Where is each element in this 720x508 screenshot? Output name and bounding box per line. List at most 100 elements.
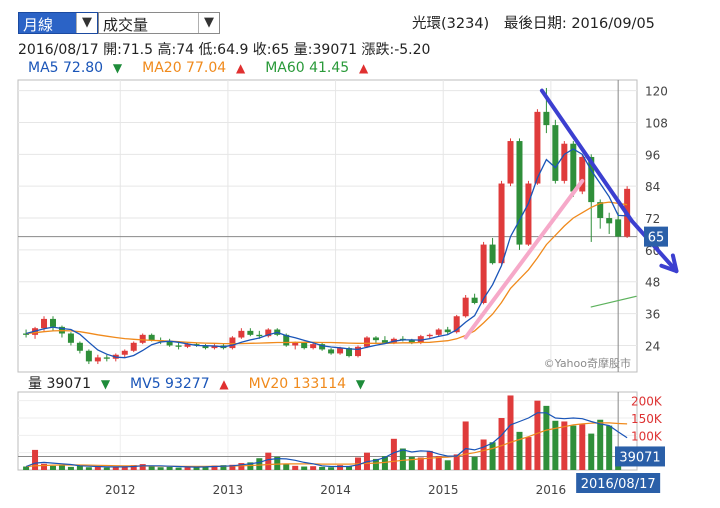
- volume-bar: [444, 460, 451, 470]
- volume-bar: [498, 418, 505, 470]
- volume-bar: [85, 467, 92, 470]
- indicator-select[interactable]: 成交量 ▼: [98, 12, 220, 34]
- candle-body: [85, 350, 92, 362]
- volume-bar: [408, 456, 415, 470]
- down-arrow-icon: ▼: [109, 61, 123, 75]
- volume-bar: [202, 466, 209, 470]
- candle-body: [498, 183, 505, 264]
- candle-body: [175, 345, 182, 347]
- volume-bar: [507, 395, 514, 470]
- candle-body: [435, 329, 442, 335]
- candle-body: [166, 341, 173, 346]
- current-price-label: 65: [648, 231, 665, 246]
- volume-legend-item: MV5 93277 ▲: [130, 376, 235, 392]
- stock-title: 光環(3234) 最後日期: 2016/09/05: [412, 12, 655, 33]
- candle-body: [381, 340, 388, 343]
- candle-body: [516, 141, 523, 245]
- ma-legend-item: MA20 77.04 ▲: [142, 60, 251, 76]
- ma-legend: MA5 72.80 ▼ MA20 77.04 ▲ MA60 41.45 ▲: [28, 60, 388, 76]
- ma-legend-label: MA5 72.80: [28, 60, 104, 76]
- volume-bar: [76, 465, 83, 470]
- price-tick-label: 96: [645, 148, 660, 162]
- candle-body: [471, 297, 478, 303]
- volume-bar: [570, 425, 577, 470]
- volume-bar: [346, 466, 353, 470]
- candle-body: [462, 297, 469, 317]
- volume-bar: [193, 466, 200, 470]
- volume-bar: [337, 465, 344, 470]
- volume-bar: [399, 448, 406, 470]
- ma5-line: [25, 148, 628, 359]
- candle-body: [184, 344, 191, 347]
- candle-body: [211, 345, 218, 349]
- period-select[interactable]: 月線 ▼: [18, 12, 98, 34]
- volume-legend-label: MV20 133114: [248, 376, 347, 392]
- candle-body: [94, 357, 101, 362]
- volume-bar: [480, 439, 487, 470]
- volume-bar: [579, 424, 586, 470]
- cursor-date-label: 2016/08/17: [581, 477, 656, 492]
- candle-body: [328, 349, 335, 354]
- volume-bar: [390, 438, 397, 470]
- volume-bar: [121, 466, 128, 470]
- volume-bar: [238, 463, 245, 470]
- cursor-date-box: [576, 473, 661, 493]
- volume-bar: [552, 420, 559, 470]
- candle-body: [426, 334, 433, 337]
- price-tick-label: 72: [645, 212, 660, 226]
- chevron-down-icon[interactable]: ▼: [76, 13, 97, 33]
- up-arrow-icon: ▲: [215, 377, 229, 391]
- candle-body: [597, 202, 604, 219]
- mv20-line: [26, 422, 628, 468]
- ma-legend-label: MA60 41.45: [265, 60, 350, 76]
- candle-body: [103, 357, 110, 359]
- annotation-trendline: [463, 178, 585, 340]
- volume-bar: [489, 442, 496, 470]
- volume-bar: [301, 466, 308, 470]
- volume-bar: [417, 457, 424, 470]
- year-tick-label: 2016: [536, 483, 567, 497]
- candle-body: [265, 329, 272, 337]
- candle-body: [301, 342, 308, 349]
- volume-bar: [588, 433, 595, 470]
- year-tick-label: 2013: [213, 483, 244, 497]
- volume-bar: [606, 425, 613, 470]
- volume-bar: [256, 458, 263, 470]
- volume-legend-item: 量 39071 ▼: [28, 376, 116, 392]
- candle-body: [139, 334, 146, 343]
- chevron-down-icon[interactable]: ▼: [198, 13, 219, 33]
- candle-body: [543, 111, 550, 126]
- volume-bar: [534, 400, 541, 470]
- volume-bar: [274, 456, 281, 470]
- price-tick-label: 36: [645, 308, 660, 322]
- candle-body: [534, 111, 541, 184]
- volume-bar: [292, 465, 299, 470]
- candle-body: [570, 143, 577, 192]
- candle-body: [193, 344, 200, 346]
- up-arrow-icon: ▲: [355, 61, 369, 75]
- volume-bar: [184, 467, 191, 470]
- ma-legend-item: MA60 41.45 ▲: [265, 60, 374, 76]
- volume-bar: [561, 421, 568, 470]
- volume-bar: [130, 465, 137, 470]
- volume-bar: [372, 458, 379, 470]
- volume-bar: [381, 456, 388, 470]
- period-select-value: 月線: [23, 16, 54, 34]
- up-arrow-icon: ▲: [232, 61, 246, 75]
- last-date: 最後日期: 2016/09/05: [503, 16, 655, 32]
- year-tick-label: 2014: [320, 483, 351, 497]
- volume-bar: [49, 465, 56, 470]
- volume-bar: [94, 466, 101, 470]
- current-volume-box: [615, 446, 665, 467]
- candle-body: [346, 348, 353, 357]
- candle-body: [525, 183, 532, 245]
- ma-legend-item: MA5 72.80 ▼: [28, 60, 128, 76]
- volume-bar: [319, 466, 326, 470]
- volume-bar: [58, 465, 65, 470]
- candle-body: [507, 141, 514, 184]
- ma-legend-label: MA20 77.04: [142, 60, 227, 76]
- candle-body: [489, 244, 496, 264]
- ohlc-line: 2016/08/17 開:71.5 高:74 低:64.9 收:65 量:390…: [18, 42, 431, 58]
- volume-bar: [220, 465, 227, 470]
- year-tick-label: 2015: [428, 483, 459, 497]
